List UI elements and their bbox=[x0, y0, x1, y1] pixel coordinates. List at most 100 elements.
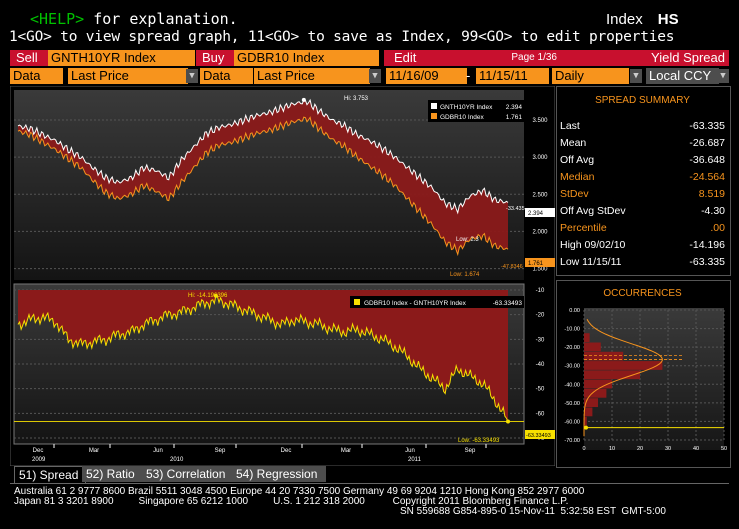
summary-row-label: Percentile bbox=[560, 222, 607, 234]
occ-bar bbox=[584, 361, 663, 370]
summary-row-label: Off Avg StDev bbox=[560, 205, 626, 217]
currency-dropdown-icon[interactable]: ▼ bbox=[717, 69, 729, 83]
x-tick-label: Jun bbox=[405, 448, 415, 454]
bottom-y-tick: -30 bbox=[536, 337, 545, 343]
summary-row-label: Off Avg bbox=[560, 154, 595, 166]
bottom-y-tick: -60 bbox=[536, 411, 545, 417]
occ-bar bbox=[584, 379, 612, 389]
buy-security-field[interactable]: GDBR10 Index bbox=[234, 50, 379, 66]
bottom-legend: GDBR10 Index - GNTH10YR Index -63.33493 bbox=[350, 296, 524, 308]
help-text: for explanation. bbox=[84, 10, 238, 28]
legend-value-gdbr: 1.761 bbox=[506, 114, 523, 121]
tab-spread[interactable]: 51) Spread bbox=[14, 466, 86, 483]
function-title: Index HS bbox=[606, 10, 679, 29]
summary-row-value: 8.519 bbox=[698, 188, 725, 200]
occ-bar bbox=[584, 398, 598, 407]
occ-x-tick: 0 bbox=[582, 446, 585, 452]
occ-y-tick: -50.00 bbox=[564, 401, 580, 407]
function-code: HS bbox=[657, 11, 679, 28]
tab-ratio[interactable]: 52) Ratio bbox=[82, 466, 144, 482]
x-tick-label: Dec bbox=[33, 448, 44, 454]
data-field-1[interactable]: Last Price bbox=[68, 68, 188, 84]
footer-line-2: Japan 81 3 3201 8900 Singapore 65 6212 1… bbox=[14, 496, 569, 507]
x-tick-label: Dec bbox=[281, 448, 292, 454]
x-tick-label: Jun bbox=[153, 448, 163, 454]
last-spread-tag-text: -63.33493 bbox=[526, 433, 551, 439]
occ-x-tick: 20 bbox=[637, 446, 643, 452]
sell-label[interactable]: Sell bbox=[10, 50, 52, 66]
summary-row-value: -63.335 bbox=[689, 120, 725, 132]
series-line-gdbr10 bbox=[17, 116, 509, 257]
occ-x-tick: 10 bbox=[609, 446, 615, 452]
summary-row: Percentile .00 bbox=[560, 220, 725, 236]
summary-row-value: -24.564 bbox=[689, 171, 725, 183]
summary-row-label: Last bbox=[560, 120, 580, 132]
tab-underline bbox=[10, 483, 729, 484]
end-date-field[interactable]: 11/15/11 bbox=[476, 68, 549, 84]
x-tick-label: Sep bbox=[465, 448, 476, 454]
data-field-2-dropdown-icon[interactable]: ▼ bbox=[369, 69, 381, 83]
summary-row-value: -14.196 bbox=[689, 239, 725, 251]
legend-swatch-white bbox=[431, 103, 437, 109]
main-chart: 3.500 3.000 2.500 2.000 1.500 -10 -20 -30 -40 -5… bbox=[10, 86, 555, 466]
spread-high-marker bbox=[213, 293, 218, 298]
occ-y-tick: -30.00 bbox=[564, 364, 580, 370]
occ-bar bbox=[584, 351, 624, 361]
top-label-orange: -47.8346 bbox=[501, 264, 523, 270]
top-y-tick: 3.000 bbox=[532, 155, 548, 161]
legend-label-gnth: GNTH10YR Index bbox=[440, 104, 493, 111]
legend-value-gnth: 2.394 bbox=[506, 104, 523, 111]
occ-bar bbox=[584, 416, 587, 426]
top-y-tick: 2.500 bbox=[532, 192, 548, 198]
edit-button[interactable]: Edit bbox=[384, 50, 494, 66]
legend-value-spread: -63.33493 bbox=[493, 300, 523, 307]
top-low-orange-annotation: Low: 1.674 bbox=[450, 272, 480, 278]
data-label-2: Data bbox=[200, 68, 253, 84]
x-year-label: 2009 bbox=[32, 457, 46, 463]
spread-low-marker bbox=[506, 419, 510, 424]
summary-row: Last -63.335 bbox=[560, 118, 725, 134]
currency-field[interactable]: Local CCY bbox=[646, 68, 719, 84]
summary-row: Off Avg -36.648 bbox=[560, 152, 725, 168]
occurrences-title: OCCURRENCES bbox=[603, 288, 682, 299]
last-white-tag bbox=[525, 208, 555, 217]
summary-title: SPREAD SUMMARY bbox=[595, 95, 690, 106]
buy-label[interactable]: Buy bbox=[196, 50, 234, 66]
summary-panel bbox=[556, 86, 731, 276]
sell-security-field[interactable]: GNTH10YR Index bbox=[48, 50, 195, 66]
occ-x-tick: 30 bbox=[665, 446, 671, 452]
periodicity-dropdown-icon[interactable]: ▼ bbox=[630, 69, 642, 83]
bottom-y-tick: -20 bbox=[536, 313, 545, 319]
data-field-2[interactable]: Last Price bbox=[254, 68, 370, 84]
bottom-y-tick: -40 bbox=[536, 362, 545, 368]
tab-correlation[interactable]: 53) Correlation bbox=[142, 466, 234, 482]
summary-row: Mean -26.687 bbox=[560, 135, 725, 151]
summary-row-value: .00 bbox=[710, 222, 725, 234]
start-date-field[interactable]: 11/16/09 bbox=[386, 68, 467, 84]
periodicity-field[interactable]: Daily bbox=[552, 68, 629, 84]
top-y-tick: 2.000 bbox=[532, 229, 548, 235]
data-field-1-dropdown-icon[interactable]: ▼ bbox=[186, 69, 198, 83]
occ-bar bbox=[584, 342, 601, 352]
last-orange-tag-text: 1.761 bbox=[528, 261, 544, 267]
top-high-annotation: Hi: 3.753 bbox=[344, 96, 369, 102]
occ-y-tick: -70.00 bbox=[564, 438, 580, 444]
page-indicator: Page 1/36 bbox=[487, 50, 561, 66]
occ-last-marker bbox=[584, 425, 588, 430]
x-year-label: 2010 bbox=[170, 457, 184, 463]
summary-row-label: Mean bbox=[560, 137, 587, 149]
summary-row-label: StDev bbox=[560, 188, 589, 200]
x-tick-label: Mar bbox=[341, 448, 351, 454]
summary-row: Median -24.564 bbox=[560, 169, 725, 185]
last-spread-tag bbox=[525, 430, 555, 439]
summary-row-value: -26.687 bbox=[689, 137, 725, 149]
top-y-tick: 1.500 bbox=[532, 267, 548, 273]
occurrences-chart: 0.00 -10.00 -20.00 -30.00 -40.00 -50.00 -60.00… bbox=[564, 308, 727, 452]
bottom-y-tick: -50 bbox=[536, 387, 545, 393]
help-key[interactable]: <HELP> bbox=[30, 10, 85, 28]
occ-y-tick: 0.00 bbox=[569, 308, 580, 314]
x-year-label: 2011 bbox=[408, 457, 422, 463]
summary-row-label: Median bbox=[560, 171, 595, 183]
tab-regression[interactable]: 54) Regression bbox=[232, 466, 326, 482]
summary-row: High 09/02/10 -14.196 bbox=[560, 237, 725, 253]
